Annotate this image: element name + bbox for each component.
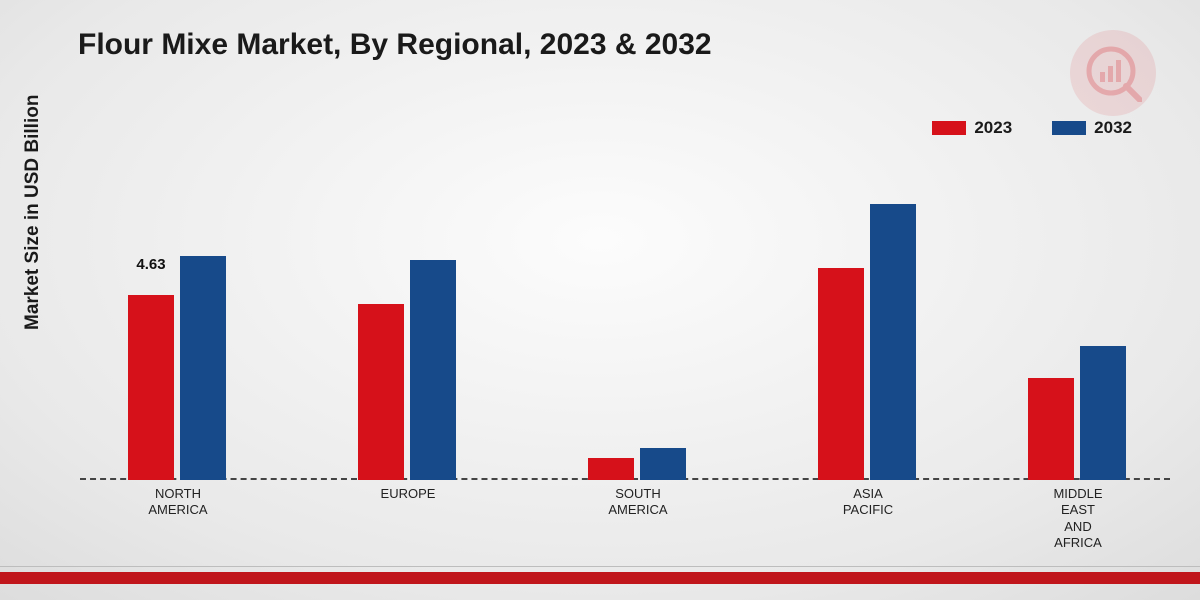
bar	[818, 268, 864, 480]
x-tick-label: SOUTH AMERICA	[558, 486, 718, 519]
plot-area: 4.63	[80, 160, 1170, 480]
watermark-logo	[1070, 30, 1156, 116]
x-tick-label: NORTH AMERICA	[98, 486, 258, 519]
footer-accent-bar	[0, 572, 1200, 584]
bar	[358, 304, 404, 480]
footer-divider	[0, 566, 1200, 567]
bar	[870, 204, 916, 480]
x-tick-label: ASIA PACIFIC	[788, 486, 948, 519]
chart-page: Flour Mixe Market, By Regional, 2023 & 2…	[0, 0, 1200, 600]
bar	[128, 295, 174, 480]
legend-swatch-2023	[932, 121, 966, 135]
bar	[410, 260, 456, 480]
bar	[1028, 378, 1074, 480]
legend: 2023 2032	[932, 118, 1132, 138]
bar-value-label: 4.63	[136, 256, 165, 273]
x-tick-label: EUROPE	[328, 486, 488, 502]
chart-title: Flour Mixe Market, By Regional, 2023 & 2…	[78, 28, 712, 62]
bar	[588, 458, 634, 480]
bar	[640, 448, 686, 480]
legend-label-2023: 2023	[974, 118, 1012, 138]
legend-label-2032: 2032	[1094, 118, 1132, 138]
bar	[180, 256, 226, 480]
bar	[1080, 346, 1126, 480]
x-tick-label: MIDDLE EAST AND AFRICA	[998, 486, 1158, 551]
bars-magnifier-icon	[1084, 44, 1142, 102]
legend-item-2032: 2032	[1052, 118, 1132, 138]
y-axis-label: Market Size in USD Billion	[22, 95, 44, 330]
legend-item-2023: 2023	[932, 118, 1012, 138]
legend-swatch-2032	[1052, 121, 1086, 135]
